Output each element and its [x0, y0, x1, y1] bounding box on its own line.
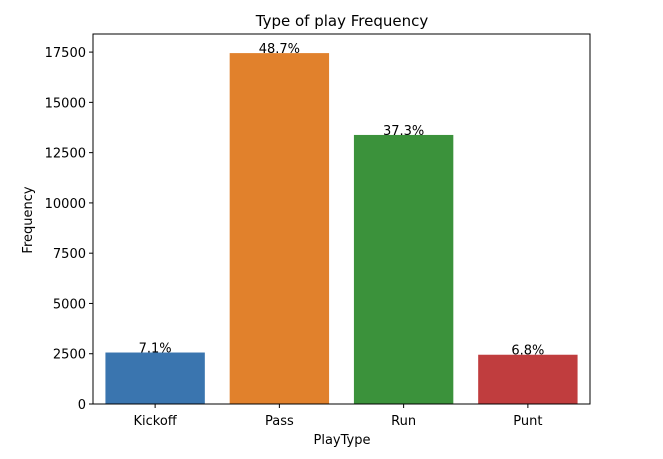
data-label-punt: 6.8%: [511, 344, 544, 359]
x-tick-label-kickoff: Kickoff: [133, 414, 177, 429]
y-tick-label: 2500: [53, 348, 86, 363]
x-tick-label-pass: Pass: [265, 414, 294, 429]
bar-punt: [478, 354, 578, 404]
y-axis-ticks: 0 2500 5000 7500 10000 12500 15000 17500: [45, 46, 93, 413]
y-tick-label: 10000: [45, 197, 86, 212]
x-axis-ticks: Kickoff Pass Run Punt: [133, 404, 542, 429]
y-tick-label: 5000: [53, 297, 86, 312]
bar-kickoff: [105, 352, 205, 404]
y-tick-label: 7500: [53, 247, 86, 262]
x-axis-label: PlayType: [314, 433, 371, 448]
bar-run: [353, 134, 454, 404]
y-tick-label: 17500: [45, 46, 86, 61]
bars-group: [105, 53, 578, 404]
data-label-pass: 48.7%: [259, 42, 300, 57]
data-label-run: 37.3%: [383, 124, 424, 139]
plot-frame: [92, 33, 591, 405]
chart-title: Type of play Frequency: [255, 12, 429, 30]
x-tick-label-punt: Punt: [513, 414, 542, 429]
data-labels-group: 7.1% 48.7% 37.3% 6.8%: [139, 42, 545, 359]
y-tick-label: 15000: [45, 96, 86, 111]
x-tick-label-run: Run: [391, 414, 416, 429]
y-tick-label: 0: [78, 398, 86, 413]
y-tick-label: 12500: [45, 147, 86, 162]
bar-pass: [229, 53, 330, 404]
data-label-kickoff: 7.1%: [139, 342, 172, 357]
y-axis-label: Frequency: [21, 186, 36, 253]
